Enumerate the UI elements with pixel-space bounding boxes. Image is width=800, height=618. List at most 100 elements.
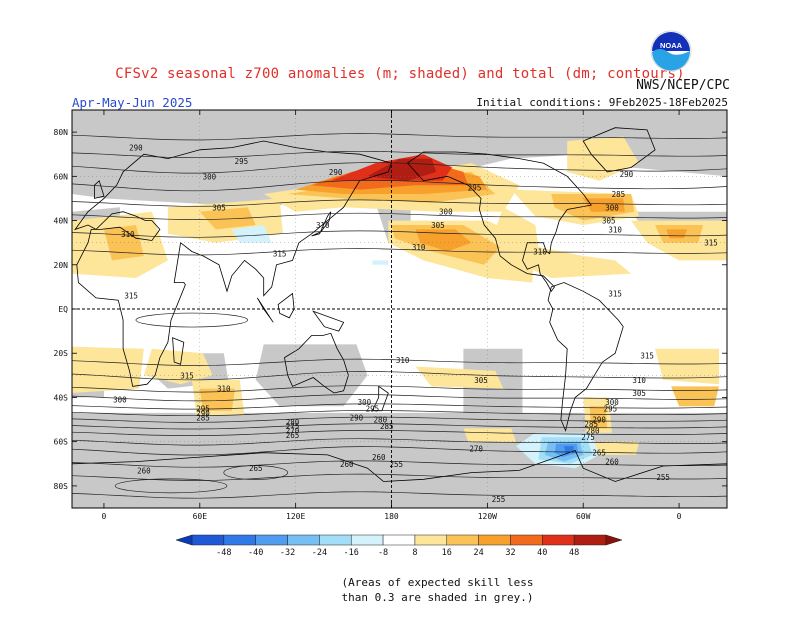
skill-note-line2: than 0.3 are shaded in grey.) xyxy=(341,591,534,604)
contour-label: 280 xyxy=(374,416,388,425)
colorbar: -48 -40 -32 -24 -16 -8 8 16 24 32 40 48 xyxy=(175,534,623,558)
contour-label: 285 xyxy=(612,190,626,199)
contour-label: 315 xyxy=(273,250,287,259)
height-contour xyxy=(114,478,228,494)
continent-outline xyxy=(582,127,656,173)
height-contour xyxy=(223,465,289,480)
colorbar-label: 16 xyxy=(442,548,452,558)
positive-anomaly-region xyxy=(655,348,719,385)
lat-label: 40N xyxy=(54,217,69,226)
contour-label: 295 xyxy=(235,157,249,166)
contour-label: 290 xyxy=(129,144,143,153)
lat-label: 40S xyxy=(54,393,69,402)
height-contour xyxy=(72,416,727,423)
lat-label: 20N xyxy=(54,261,69,270)
contour-label: 275 xyxy=(581,433,595,442)
height-contour xyxy=(72,446,727,456)
height-contour xyxy=(72,460,727,468)
contour-label: 280 xyxy=(586,427,600,436)
lat-label: 80S xyxy=(54,482,69,491)
colorbar-segment xyxy=(573,534,607,546)
contour-label: 295 xyxy=(604,405,618,414)
coastlines xyxy=(72,127,727,508)
contour-label: 255 xyxy=(492,495,506,504)
positive-anomaly-region xyxy=(199,207,256,230)
contour-label: 310 xyxy=(396,356,410,365)
colorbar-label: 48 xyxy=(569,548,579,558)
height-contour xyxy=(72,199,727,207)
height-contour xyxy=(72,133,727,141)
height-contour xyxy=(72,491,727,499)
colorbar-segment xyxy=(510,534,543,546)
contour-label: 310 xyxy=(316,221,330,230)
season-label: Apr-May-Jun 2025 xyxy=(72,95,193,110)
noaa-logo-text: NOAA xyxy=(660,41,683,50)
contour-label: 295 xyxy=(366,405,380,414)
height-contour xyxy=(72,212,727,220)
height-contour xyxy=(135,312,249,328)
contour-label: 315 xyxy=(124,292,138,301)
contour-label: 300 xyxy=(113,396,127,405)
height-contour xyxy=(72,179,727,192)
contour-label: 300 xyxy=(605,398,619,407)
lat-label: EQ xyxy=(58,305,68,314)
lat-label: 60S xyxy=(54,438,69,447)
colorbar-segment xyxy=(287,534,320,546)
agency-label: NWS/NCEP/CPC xyxy=(636,78,730,93)
height-contour xyxy=(72,358,727,366)
colorbar-label: 32 xyxy=(505,548,515,558)
lon-label: 60E xyxy=(193,512,208,521)
skill-note-line1: (Areas of expected skill less xyxy=(341,576,534,589)
positive-anomalies xyxy=(72,136,727,455)
contour-label: 315 xyxy=(608,290,622,299)
contour-label: 315 xyxy=(704,239,718,248)
height-contour xyxy=(72,248,727,256)
initial-conditions-label: Initial conditions: 9Feb2025-18Feb2025 xyxy=(476,96,728,109)
contour-label: 310 xyxy=(412,243,426,252)
negative-anomaly-region xyxy=(372,260,389,265)
positive-anomaly-region xyxy=(199,388,235,411)
contour-label: 270 xyxy=(469,444,483,453)
contour-label: 305 xyxy=(632,389,646,398)
contour-label: 290 xyxy=(350,413,364,422)
colorbar-segment xyxy=(350,534,384,546)
positive-anomaly-region xyxy=(463,428,517,442)
lon-label: 0 xyxy=(677,512,682,521)
contour-label: 255 xyxy=(656,473,670,482)
height-contour xyxy=(72,385,727,393)
contour-label: 300 xyxy=(203,172,217,181)
height-contour xyxy=(72,230,727,238)
height-contour xyxy=(72,423,727,430)
continent-outline xyxy=(94,180,105,199)
lon-label: 60W xyxy=(576,512,591,521)
continent-outline xyxy=(312,310,345,332)
colorbar-label: -32 xyxy=(280,548,295,558)
continent-outline xyxy=(277,292,295,319)
contour-label: 285 xyxy=(584,420,598,429)
colorbar-label: -16 xyxy=(344,548,359,558)
contour-label: 300 xyxy=(605,203,619,212)
positive-anomaly-region xyxy=(589,406,608,429)
skill-note: (Areas of expected skill less than 0.3 a… xyxy=(0,575,800,605)
map-title: CFSv2 seasonal z700 anomalies (m; shaded… xyxy=(115,66,685,82)
colorbar-max-arrow xyxy=(605,534,623,546)
contour-label: 315 xyxy=(640,351,654,360)
lon-label: 180 xyxy=(384,512,399,521)
colorbar-label: -40 xyxy=(248,548,263,558)
lat-label: 60N xyxy=(54,172,69,181)
continent-outline xyxy=(74,140,393,387)
contour-label: 275 xyxy=(286,422,300,431)
contour-label: 270 xyxy=(286,427,300,436)
contour-label: 260 xyxy=(137,466,151,475)
height-contour xyxy=(72,430,727,436)
contour-label: 300 xyxy=(439,208,453,217)
colorbar-segment xyxy=(478,534,511,546)
contour-label: 290 xyxy=(592,416,606,425)
contour-label: 280 xyxy=(286,418,300,427)
height-contour xyxy=(72,150,727,159)
height-contour xyxy=(72,394,727,402)
contour-label: 290 xyxy=(196,409,210,418)
